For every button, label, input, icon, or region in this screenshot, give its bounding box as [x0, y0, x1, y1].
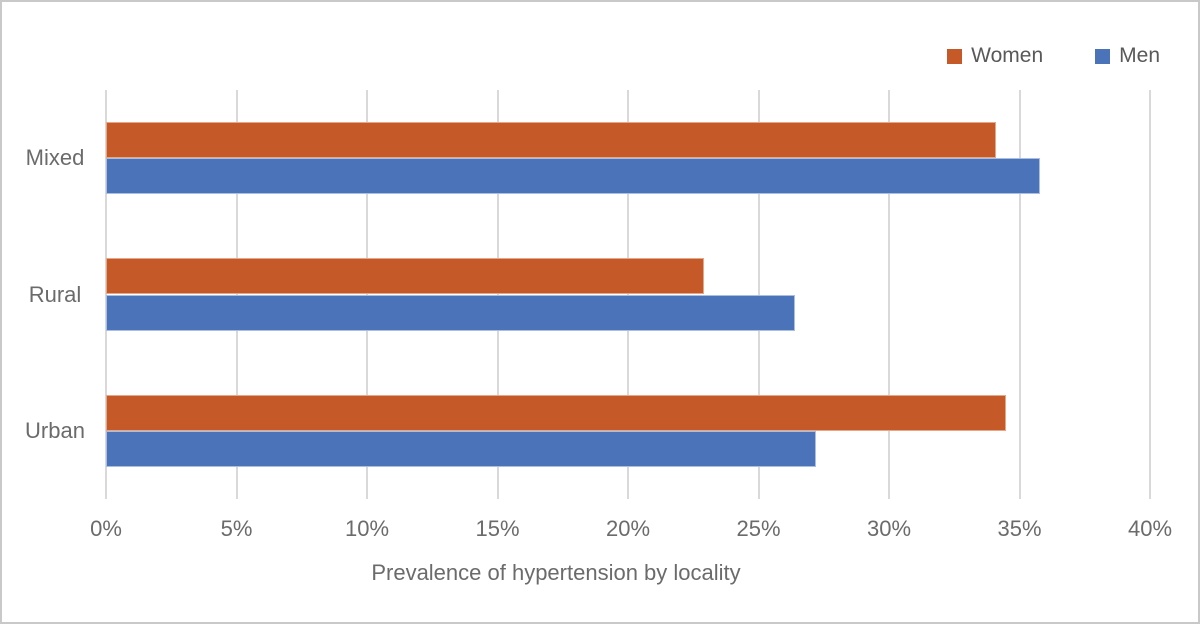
x-tick-label: 30%: [866, 516, 912, 541]
bar-mixed-women: [106, 121, 996, 159]
x-tick-label: 40%: [1127, 516, 1173, 541]
bar-urban-women: [106, 394, 1007, 431]
x-tick-label: 5%: [220, 516, 253, 541]
chart-legend: Women Men: [947, 44, 1160, 68]
gridline: [888, 90, 890, 499]
x-tick-label: 15%: [475, 516, 520, 541]
gridline: [1149, 90, 1151, 499]
x-tick-label: 0%: [90, 516, 122, 541]
legend-item-men: Men: [1095, 44, 1160, 68]
legend-women-swatch-icon: [947, 48, 963, 64]
legend-women-label: Women: [971, 44, 1044, 67]
y-category-label: Rural: [28, 281, 82, 307]
x-tick-label: 25%: [736, 516, 781, 541]
gridline: [1018, 90, 1021, 499]
legend-men-swatch-icon: [1095, 48, 1111, 64]
y-category-label: Urban: [25, 417, 85, 443]
x-tick-label: 35%: [997, 516, 1042, 541]
y-category-label: Mixed: [25, 145, 85, 171]
x-axis-title: Prevalence of hypertension by locality: [371, 560, 741, 585]
x-tick-label: 20%: [605, 516, 651, 541]
x-tick-label: 10%: [344, 516, 390, 541]
bar-urban-men: [106, 430, 816, 468]
bar-mixed-men: [106, 158, 1041, 195]
legend-men-label: Men: [1119, 44, 1160, 67]
bar-rural-men: [106, 294, 796, 331]
bar-rural-women: [106, 258, 704, 295]
legend-item-women: Women: [947, 44, 1043, 68]
